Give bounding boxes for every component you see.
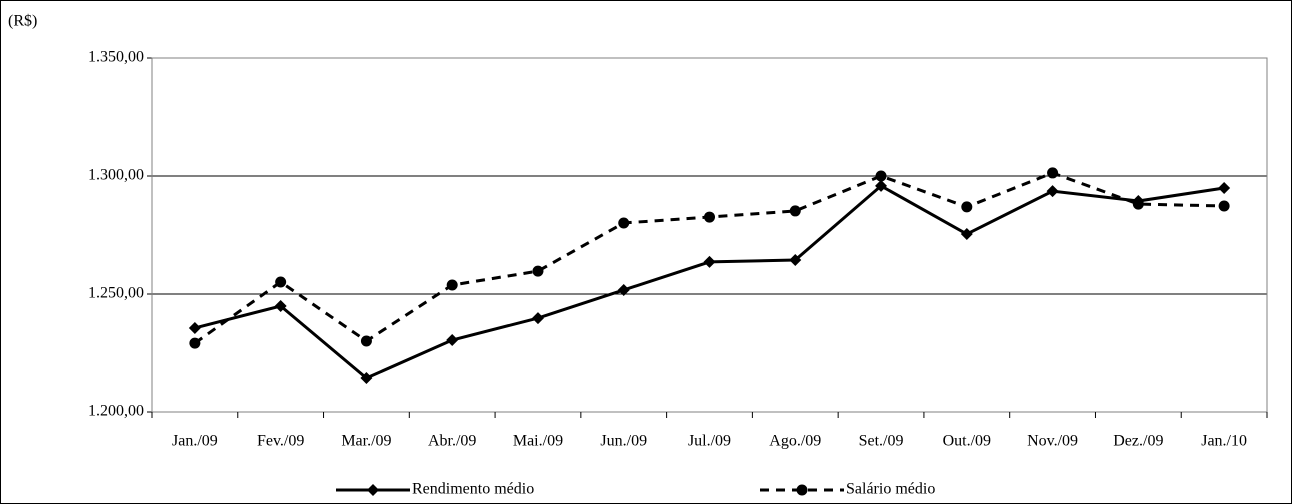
plot-area [151,57,1268,413]
x-tick-label: Fev./09 [257,433,304,450]
marker [796,484,808,496]
x-tick-label: Jan./09 [172,433,218,450]
marker [275,276,287,288]
marker [960,228,973,241]
x-tick-label: Jun./09 [600,433,647,450]
marker [789,205,801,217]
marker [360,335,372,347]
x-tick-label: Set./09 [859,433,904,450]
marker [961,201,973,213]
y-axis-label: (R$) [8,13,37,30]
x-tick-label: Jul./09 [688,433,731,450]
y-tick-label: 1.300,00 [88,167,144,184]
marker [446,334,459,347]
marker [189,337,201,349]
marker [1132,198,1144,210]
x-tick-label: Mai./09 [513,433,563,450]
marker [875,170,887,182]
marker [789,254,802,267]
marker [704,211,715,223]
marker [532,265,544,277]
y-tick-label: 1.350,00 [88,49,144,66]
y-tick-label: 1.200,00 [88,403,144,420]
marker [531,312,544,325]
marker [617,283,630,296]
marker [875,179,888,192]
legend-label: Rendimento médio [412,481,534,498]
x-tick-label: Nov./09 [1027,433,1078,450]
marker [1047,167,1059,179]
x-tick-label: Dez./09 [1113,433,1163,450]
x-tick-label: Out./09 [943,433,991,450]
y-tick-label: 1.250,00 [88,285,144,302]
marker [618,217,630,229]
marker [1218,200,1230,212]
marker [1046,185,1059,198]
marker [274,300,287,313]
marker [446,279,458,291]
x-tick-label: Abr./09 [428,433,476,450]
x-tick-label: Jan./10 [1201,433,1247,450]
marker [703,255,716,268]
marker [367,484,379,496]
x-tick-label: Mar./09 [341,433,391,450]
marker [360,372,373,385]
marker [1218,182,1231,195]
marker [188,321,201,334]
legend-label: Salário médio [846,481,935,498]
x-tick-label: Ago./09 [769,433,821,450]
